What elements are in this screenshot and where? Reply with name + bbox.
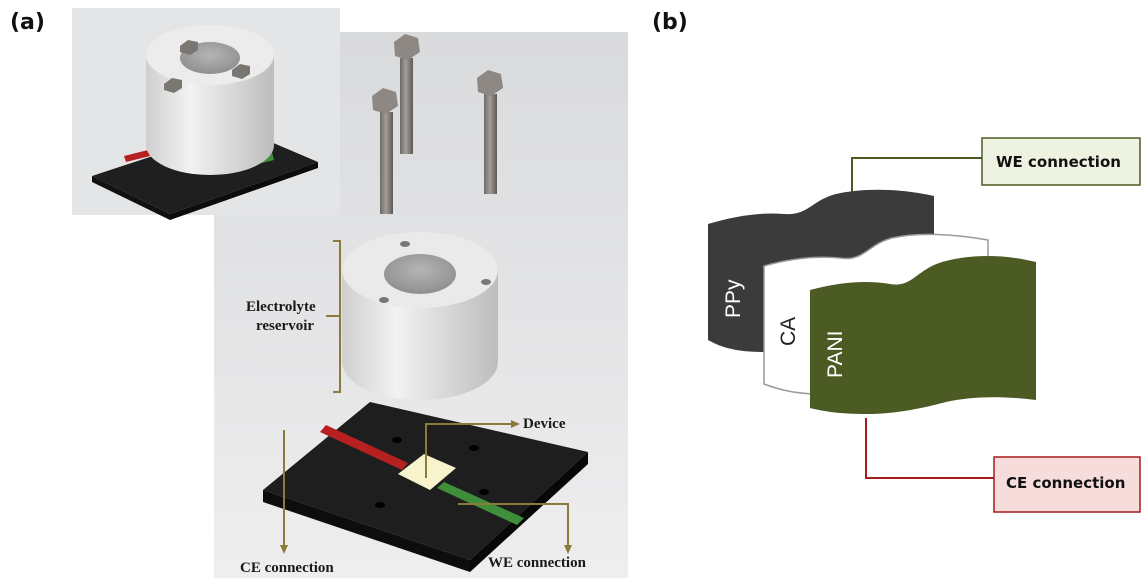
- bolt: [372, 88, 398, 214]
- pani-layer: [810, 256, 1036, 414]
- pani-layer-label: PANI: [824, 331, 847, 378]
- we-connection-label-a: WE connection: [488, 555, 587, 571]
- ce-connection-label-a: CE connection: [240, 560, 334, 576]
- bolt: [394, 34, 420, 154]
- panel-b-label: (b): [652, 10, 688, 35]
- assembled-cell-inset: [72, 8, 340, 220]
- base-plate: [263, 402, 588, 572]
- ce-connection-box: [993, 456, 1141, 513]
- ce-strip: [320, 425, 408, 470]
- bolt: [477, 70, 503, 194]
- ppy-layer-label: PPy: [722, 279, 745, 318]
- reservoir-label-line1: Electrolyte: [246, 299, 316, 315]
- ce-connector-line: [865, 418, 994, 479]
- reservoir-label-line2: reservoir: [256, 318, 314, 334]
- assembly-illustration: Electrolyte reservoir Device CE connecti…: [72, 8, 628, 578]
- electrolyte-reservoir-part: [342, 232, 498, 400]
- we-connector-line: [851, 157, 982, 200]
- layer-stack-schematic: WE connection PPy CA PANI CE connection: [708, 137, 1141, 513]
- annotation-arrowheads: [280, 420, 572, 554]
- we-connection-box: [981, 137, 1141, 186]
- device-label: Device: [523, 416, 566, 432]
- we-connection-box-label: WE connection: [996, 153, 1121, 171]
- panel-a-label: (a): [10, 10, 45, 35]
- ce-connection-box-label: CE connection: [1006, 474, 1125, 492]
- annotation-lines: [283, 240, 569, 548]
- ca-layer-label: CA: [777, 317, 800, 346]
